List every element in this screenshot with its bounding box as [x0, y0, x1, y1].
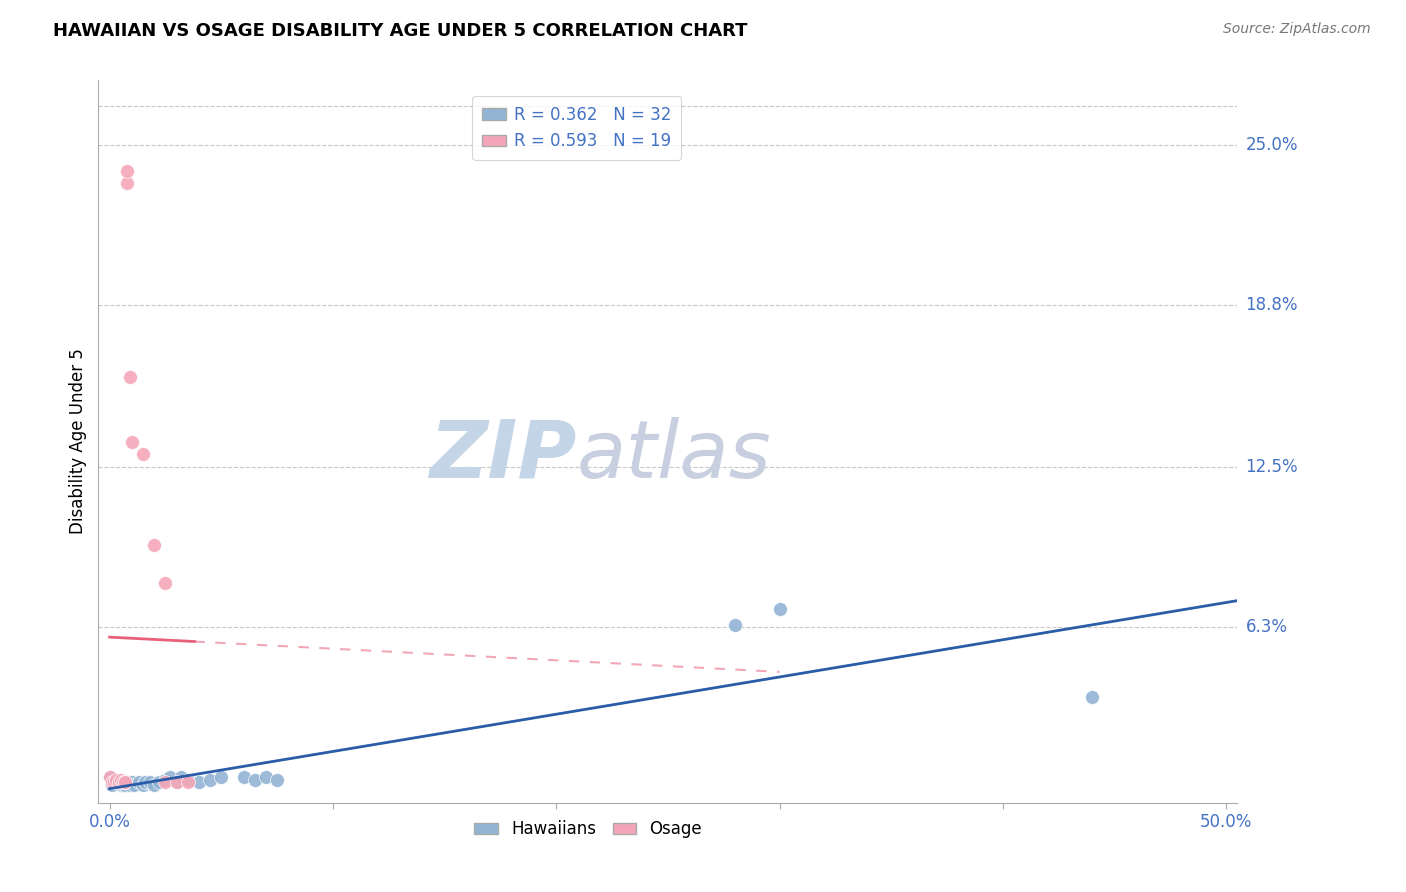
Text: Source: ZipAtlas.com: Source: ZipAtlas.com: [1223, 22, 1371, 37]
Point: [143, 778, 166, 792]
Point: [128, 775, 150, 789]
Point: [166, 775, 188, 789]
Point: [134, 775, 156, 789]
Point: [243, 772, 266, 787]
Point: [117, 775, 139, 789]
Point: [232, 770, 254, 784]
Point: [768, 602, 790, 616]
Point: [117, 177, 139, 191]
Text: 25.0%: 25.0%: [1246, 136, 1298, 153]
Point: [266, 772, 288, 787]
Point: [110, 778, 132, 792]
Point: [114, 778, 136, 792]
Text: ZIP: ZIP: [429, 417, 576, 495]
Point: [117, 163, 139, 178]
Point: [114, 775, 136, 789]
Point: [98, 770, 121, 784]
Point: [111, 778, 134, 792]
Point: [105, 775, 128, 789]
Point: [103, 775, 125, 789]
Text: 6.3%: 6.3%: [1246, 618, 1288, 636]
Point: [143, 538, 166, 552]
Point: [107, 775, 129, 789]
Y-axis label: Disability Age Under 5: Disability Age Under 5: [69, 349, 87, 534]
Point: [111, 775, 134, 789]
Point: [198, 772, 221, 787]
Point: [1081, 690, 1104, 704]
Point: [159, 770, 181, 784]
Text: HAWAIIAN VS OSAGE DISABILITY AGE UNDER 5 CORRELATION CHART: HAWAIIAN VS OSAGE DISABILITY AGE UNDER 5…: [53, 22, 748, 40]
Point: [132, 447, 155, 461]
Point: [121, 434, 143, 449]
Legend: Hawaiians, Osage: Hawaiians, Osage: [468, 814, 709, 845]
Point: [148, 775, 170, 789]
Point: [187, 775, 209, 789]
Point: [724, 617, 747, 632]
Point: [177, 772, 200, 787]
Point: [155, 576, 177, 591]
Point: [98, 770, 121, 784]
Point: [139, 775, 162, 789]
Point: [122, 778, 145, 792]
Point: [209, 770, 232, 784]
Point: [101, 778, 124, 792]
Point: [166, 775, 188, 789]
Point: [170, 770, 193, 784]
Point: [101, 775, 124, 789]
Point: [254, 770, 277, 784]
Point: [132, 778, 155, 792]
Text: 12.5%: 12.5%: [1246, 458, 1298, 476]
Point: [114, 775, 136, 789]
Point: [118, 778, 141, 792]
Point: [118, 370, 141, 384]
Point: [105, 772, 128, 787]
Point: [103, 775, 125, 789]
Point: [121, 775, 143, 789]
Text: atlas: atlas: [576, 417, 772, 495]
Point: [155, 772, 177, 787]
Point: [155, 775, 177, 789]
Text: 18.8%: 18.8%: [1246, 296, 1298, 314]
Point: [177, 775, 200, 789]
Point: [110, 772, 132, 787]
